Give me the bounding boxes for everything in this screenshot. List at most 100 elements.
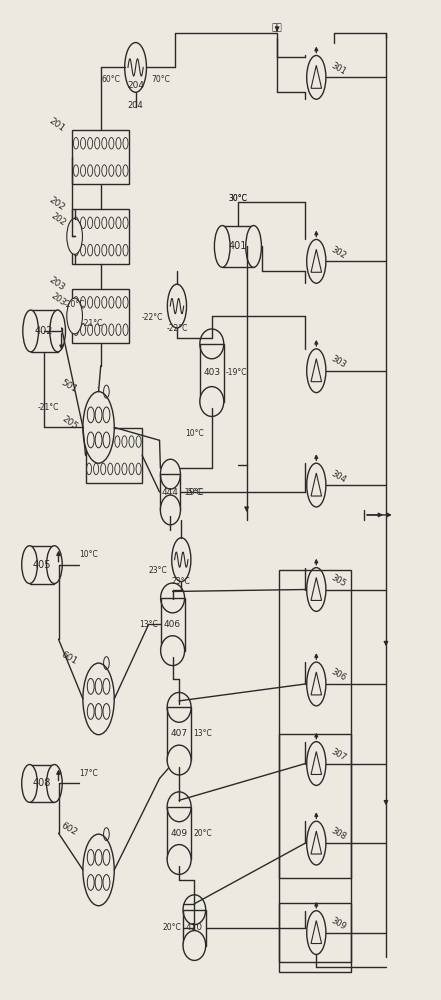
Circle shape [172,538,191,582]
Bar [161,474,180,510]
Text: 302: 302 [329,245,348,260]
Text: 202: 202 [49,211,67,228]
Circle shape [125,43,146,92]
Text: -20°C: -20°C [64,300,86,309]
Bar [183,910,206,946]
Text: 13°C: 13°C [140,620,158,629]
Text: -21°C: -21°C [38,403,60,412]
Text: 30°C: 30°C [228,194,247,203]
Circle shape [307,821,326,865]
Text: 401: 401 [229,241,247,251]
Circle shape [307,349,326,393]
Ellipse shape [161,636,185,666]
Circle shape [83,663,114,735]
Text: 23°C: 23°C [149,566,168,575]
Text: 307: 307 [329,747,348,763]
Text: 408: 408 [33,778,51,788]
Text: 20°C: 20°C [162,923,181,932]
Text: 70°C: 70°C [151,75,170,84]
Text: -22°C: -22°C [142,313,163,322]
Bar [161,598,185,651]
Bar [279,734,351,878]
Text: 204: 204 [127,81,144,90]
Text: 202: 202 [48,196,67,213]
Text: 501: 501 [59,378,78,395]
Circle shape [307,239,326,283]
Bar [72,209,129,264]
Text: -19°C: -19°C [183,488,204,497]
Text: 原料: 原料 [272,23,283,32]
Bar [30,765,54,802]
Text: 20°C: 20°C [193,829,212,838]
Bar [279,570,351,962]
Bar [167,707,191,760]
Text: 407: 407 [171,729,188,738]
Ellipse shape [161,495,180,525]
Ellipse shape [22,765,37,802]
Text: 444: 444 [162,488,179,497]
Ellipse shape [167,845,191,874]
Text: 204: 204 [128,101,143,110]
Ellipse shape [183,931,206,960]
Text: 304: 304 [329,468,348,484]
Text: 10°C: 10°C [79,550,98,559]
Bar [167,807,191,859]
Ellipse shape [214,226,230,267]
Circle shape [83,834,114,906]
Text: -22°C: -22°C [166,324,187,333]
Text: 301: 301 [329,61,348,76]
Bar [72,289,129,343]
Text: -5°C: -5°C [186,488,202,497]
Text: 306: 306 [329,667,348,683]
Text: 30°C: 30°C [228,194,247,203]
Text: 403: 403 [203,368,220,377]
Text: 405: 405 [33,560,51,570]
Text: 406: 406 [164,620,181,629]
Text: 303: 303 [329,354,348,370]
Circle shape [307,55,326,99]
Circle shape [67,298,82,334]
Bar [72,130,129,184]
Circle shape [168,284,187,328]
Ellipse shape [50,310,65,352]
Ellipse shape [47,546,62,584]
Bar [30,310,58,352]
Text: 201: 201 [48,116,67,133]
Circle shape [307,742,326,785]
Circle shape [307,463,326,507]
Ellipse shape [22,546,37,584]
Text: 601: 601 [59,650,78,666]
Bar [279,903,351,972]
Bar [222,226,254,267]
Text: 602: 602 [59,821,78,837]
Ellipse shape [23,310,38,352]
Text: 409: 409 [171,829,188,838]
Text: 23°C: 23°C [172,577,191,586]
Circle shape [307,662,326,706]
Circle shape [67,219,82,254]
Text: 60°C: 60°C [101,75,120,84]
Bar [200,344,224,402]
Text: 203: 203 [48,275,67,292]
Circle shape [307,568,326,611]
Ellipse shape [47,765,62,802]
Text: 205: 205 [61,414,80,432]
Bar [86,428,142,483]
Text: 402: 402 [35,326,53,336]
Text: 309: 309 [329,916,348,932]
Circle shape [307,911,326,954]
Ellipse shape [167,745,191,775]
Text: 501: 501 [97,387,100,388]
Text: -19°C: -19°C [226,368,247,377]
Text: 17°C: 17°C [79,769,98,778]
Text: -21°C: -21°C [81,319,103,328]
Ellipse shape [246,226,262,267]
Bar [30,546,54,584]
Text: 203: 203 [49,291,67,307]
Circle shape [83,392,114,463]
Text: 308: 308 [329,826,348,842]
Text: 305: 305 [329,573,348,589]
Text: 10°C: 10°C [186,429,205,438]
Text: 410: 410 [186,923,203,932]
Ellipse shape [200,387,224,416]
